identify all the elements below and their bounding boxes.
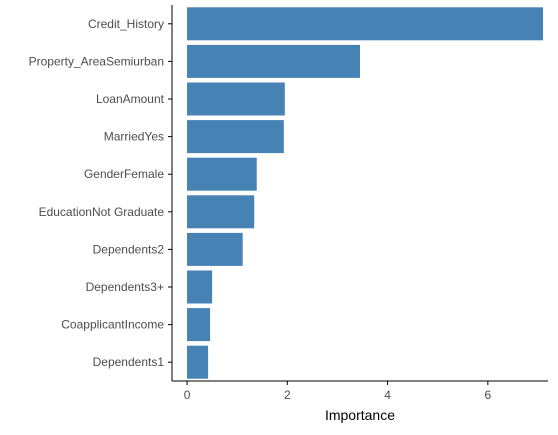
bar-dependents3- bbox=[187, 270, 213, 304]
x-axis-label: Importance bbox=[325, 407, 395, 423]
x-tick-label: 6 bbox=[484, 388, 491, 402]
bar-loanamount bbox=[187, 82, 285, 116]
bar-coapplicantincome bbox=[187, 308, 211, 342]
x-axis-ticks: 0 2 4 6 bbox=[184, 381, 491, 402]
y-tick-label: Dependents2 bbox=[93, 242, 165, 256]
y-tick-label: GenderFemale bbox=[84, 167, 164, 181]
bar-educationnot-graduate bbox=[187, 195, 255, 229]
y-tick-label: LoanAmount bbox=[96, 92, 165, 106]
y-tick-label: Credit_History bbox=[88, 17, 164, 31]
bar-marriedyes bbox=[187, 120, 284, 154]
y-tick-label: MarriedYes bbox=[104, 130, 164, 144]
y-tick-label: Property_AreaSemiurban bbox=[29, 54, 164, 68]
bars-group bbox=[187, 7, 543, 379]
bar-dependents2 bbox=[187, 232, 243, 266]
bar-dependents1 bbox=[187, 345, 209, 379]
bar-genderfemale bbox=[187, 157, 257, 191]
y-tick-label: Dependents1 bbox=[93, 355, 165, 369]
x-tick-label: 0 bbox=[184, 388, 191, 402]
y-tick-label: CoapplicantIncome bbox=[61, 318, 164, 332]
y-tick-label: Dependents3+ bbox=[86, 280, 164, 294]
bar-credit-history bbox=[187, 7, 543, 41]
bar-property-areasemiurban bbox=[187, 44, 360, 78]
x-tick-label: 4 bbox=[384, 388, 391, 402]
y-tick-label: EducationNot Graduate bbox=[39, 205, 165, 219]
y-axis-ticks: Credit_History Property_AreaSemiurban Loan… bbox=[29, 17, 172, 369]
x-tick-label: 2 bbox=[284, 388, 291, 402]
